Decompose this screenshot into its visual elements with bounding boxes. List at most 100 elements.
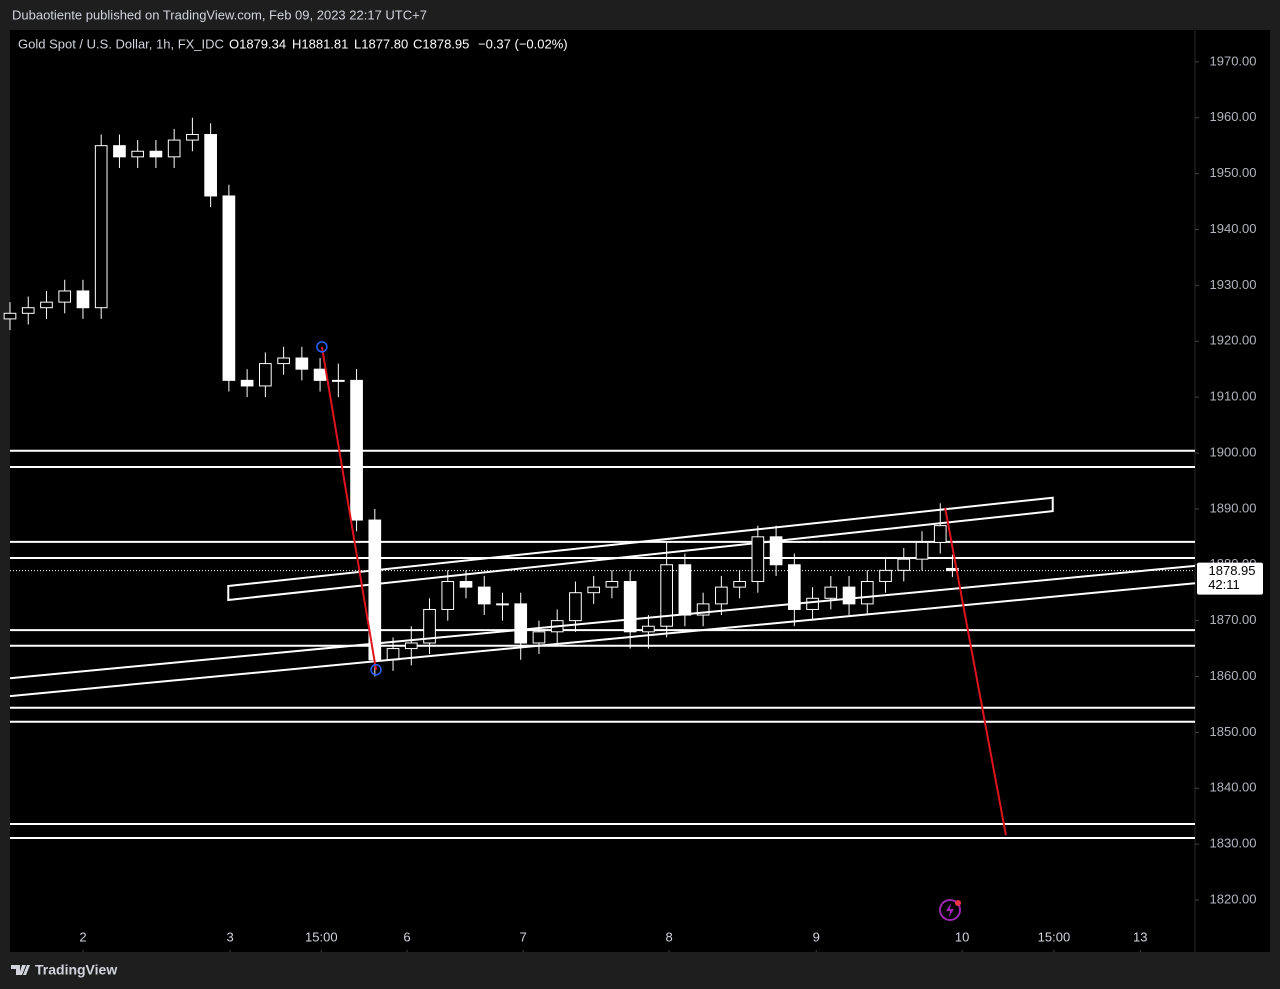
x-tick-label: 15:00: [305, 929, 338, 944]
candle-body: [514, 603, 528, 644]
trend-line: [9, 582, 1196, 698]
candle-body: [806, 597, 819, 610]
ohlc-open: O1879.34: [229, 36, 286, 51]
candle-body: [21, 307, 35, 314]
x-tick-label: 7: [520, 929, 527, 944]
channel-box: [227, 496, 1054, 602]
y-tick-label: 1920.00: [1210, 333, 1257, 348]
trend-line: [9, 564, 1196, 680]
icon-dot: [955, 900, 961, 906]
x-tick-label: 13: [1133, 929, 1147, 944]
candle-body: [222, 195, 236, 381]
candle-body: [259, 363, 272, 387]
candle-body: [295, 357, 309, 370]
x-tick-label: 8: [665, 929, 672, 944]
candle-body: [915, 541, 929, 560]
y-tick-label: 1970.00: [1210, 53, 1257, 68]
anchor-point: [370, 664, 382, 676]
candle-body: [477, 586, 491, 605]
publisher: Dubaotiente published on TradingView.com…: [12, 7, 427, 22]
candle-body: [879, 569, 892, 583]
candle-body: [404, 642, 418, 650]
candle-body: [733, 581, 746, 588]
candle-body: [642, 625, 655, 633]
candle-body: [897, 558, 911, 571]
trend-line: [944, 507, 1007, 836]
ohlc-low: L1877.80: [354, 36, 408, 51]
candle-body: [569, 592, 582, 622]
candle-body: [186, 133, 199, 141]
candle-body: [587, 586, 601, 594]
candle-body: [204, 133, 217, 197]
candle-body: [787, 564, 801, 610]
candle-body: [240, 379, 254, 387]
last-price-label: 1878.95: [1209, 563, 1256, 578]
x-tick-label: 10: [955, 929, 969, 944]
candle-body: [751, 536, 765, 583]
candle-body: [933, 525, 947, 543]
trend-line: [320, 346, 378, 670]
y-tick-label: 1960.00: [1210, 109, 1257, 124]
ohlc-close: C1878.95: [413, 36, 469, 51]
y-tick-label: 1820.00: [1210, 891, 1257, 906]
countdown: 42:11: [1208, 577, 1240, 592]
icon-bolt: [946, 903, 954, 917]
candle-body: [350, 379, 363, 521]
logo-mark: [11, 965, 30, 975]
candle-body: [40, 301, 53, 309]
candle-body: [842, 586, 856, 605]
candle-body: [331, 379, 345, 382]
x-tick-label: 3: [226, 929, 233, 944]
candle-body: [167, 139, 181, 158]
y-tick-label: 1870.00: [1210, 612, 1257, 627]
candle-body: [678, 564, 692, 616]
y-tick-label: 1950.00: [1210, 165, 1257, 180]
tv-logo: [11, 965, 30, 975]
y-tick-label: 1890.00: [1210, 500, 1257, 515]
icon-ring: [939, 899, 961, 921]
ohlc-change: −0.37 (−0.02%): [478, 36, 568, 51]
candle-body: [3, 312, 17, 320]
candle-body: [58, 290, 72, 303]
y-tick-label: 1910.00: [1210, 389, 1257, 404]
alert-icon: [939, 899, 961, 921]
candle-body: [441, 581, 455, 610]
y-tick-label: 1830.00: [1210, 836, 1257, 851]
candle-body: [277, 357, 290, 365]
footer-brand: TradingView: [35, 962, 117, 978]
candle-body: [824, 586, 838, 599]
chart-title: Gold Spot / U.S. Dollar, 1h, FX_IDC: [18, 36, 224, 51]
candle-body: [76, 290, 90, 309]
y-tick-label: 1940.00: [1210, 221, 1257, 236]
y-tick-label: 1840.00: [1210, 780, 1257, 795]
candle-body: [696, 603, 710, 616]
x-tick-label: 6: [403, 929, 410, 944]
x-tick-label: 2: [79, 929, 86, 944]
candle-body: [496, 603, 509, 606]
candle-body: [605, 581, 619, 588]
candle-body: [532, 631, 546, 644]
y-tick-label: 1850.00: [1210, 724, 1257, 739]
candle-body: [386, 648, 400, 661]
anchor-point: [316, 341, 328, 353]
x-tick-label: 9: [813, 929, 820, 944]
plot: 1820.00 1830.00 1840.00 1850.00 1860.00 1870.…: [3, 53, 1263, 952]
candle-body: [423, 608, 436, 644]
candle-body: [94, 145, 108, 309]
candle-body: [313, 368, 327, 381]
candle-body: [131, 150, 145, 158]
chart-pane: [10, 30, 1270, 952]
candle-body: [623, 581, 637, 633]
last-price-tag: [1197, 562, 1263, 595]
ohlc-high: H1881.81: [292, 36, 348, 51]
x-tick-label: 15:00: [1038, 929, 1071, 944]
candle-body: [113, 145, 126, 158]
candle-body: [459, 581, 473, 588]
y-tick-label: 1930.00: [1210, 277, 1257, 292]
candle-body: [715, 586, 728, 605]
candle-body: [769, 536, 783, 566]
y-tick-label: 1900.00: [1210, 444, 1257, 459]
y-tick-label: 1860.00: [1210, 668, 1257, 683]
